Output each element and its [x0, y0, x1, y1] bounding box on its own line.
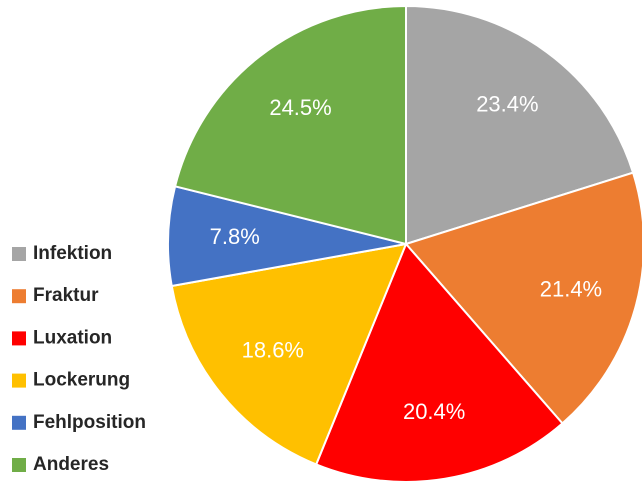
legend-swatch	[12, 373, 26, 388]
pie-slice	[314, 242, 564, 483]
legend-label: Lockerung	[33, 370, 130, 391]
legend-swatch	[12, 247, 26, 261]
legend-swatch	[12, 289, 26, 304]
pie-slice	[405, 4, 635, 246]
value-label: 18.6%	[242, 338, 304, 363]
value-label: 7.8%	[210, 224, 260, 249]
pie-slice	[170, 242, 408, 466]
legend-label: Anderes	[33, 454, 109, 475]
legend-label: Fraktur	[33, 285, 99, 306]
value-label: 24.5%	[269, 95, 331, 120]
legend-label: Fehlposition	[33, 412, 146, 433]
legend-label: Luxation	[33, 327, 112, 348]
legend-swatch	[12, 415, 26, 430]
value-label: 21.4%	[540, 276, 602, 301]
legend-swatch	[12, 458, 26, 472]
value-label: 23.4%	[476, 92, 538, 117]
pie-slice	[173, 4, 407, 246]
pie-slice	[404, 171, 642, 425]
legend-swatch	[12, 331, 26, 346]
value-label: 20.4%	[403, 399, 465, 424]
legend-label: Infektion	[33, 243, 112, 264]
